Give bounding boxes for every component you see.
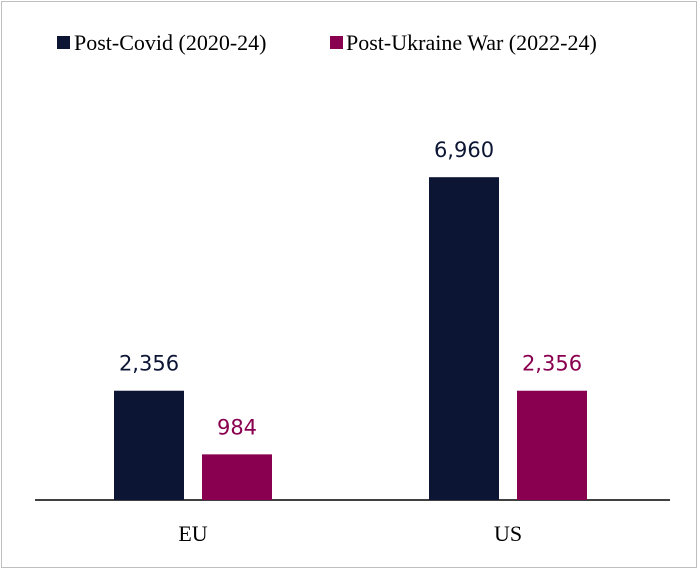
bar-eu-post-covid xyxy=(114,390,184,500)
legend-label-post-ukraine-war: Post-Ukraine War (2022-24) xyxy=(346,30,597,55)
data-label-eu-post-covid: 2,356 xyxy=(119,352,179,376)
data-label-eu-post-ukraine-war: 984 xyxy=(217,415,257,439)
category-label-us: US xyxy=(494,521,522,546)
bar-us-post-ukraine-war xyxy=(517,390,587,500)
data-label-us-post-covid: 6,960 xyxy=(434,138,494,162)
legend-swatch-post-covid xyxy=(57,36,70,49)
legend-label-post-covid: Post-Covid (2020-24) xyxy=(74,30,267,55)
legend-swatch-post-ukraine-war xyxy=(330,36,343,49)
bar-us-post-covid xyxy=(429,177,499,501)
bar-eu-post-ukraine-war xyxy=(202,454,272,500)
data-label-us-post-ukraine-war: 2,356 xyxy=(522,352,582,376)
legend: Post-Covid (2020-24) Post-Ukraine War (2… xyxy=(57,30,597,55)
category-label-eu: EU xyxy=(178,521,207,546)
